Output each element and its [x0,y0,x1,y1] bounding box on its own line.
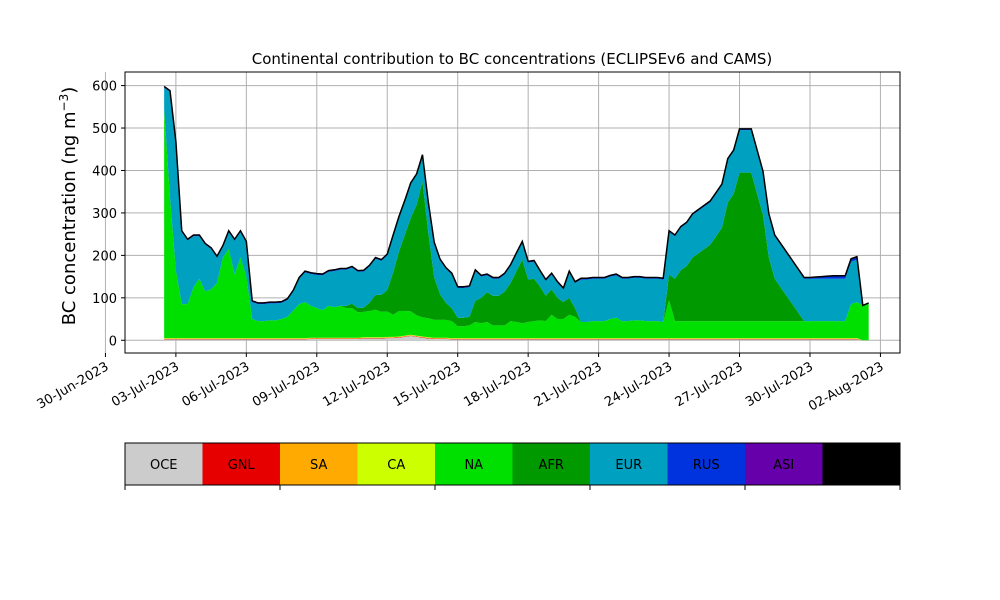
x-tick-label: 03-Jul-2023 [109,359,182,410]
y-axis-label: BC concentration (ng m−3) [57,87,80,326]
legend-label-sa: SA [310,458,327,473]
y-tick-label: 100 [92,292,117,307]
legend-label-afr: AFR [539,458,564,473]
total-line [163,85,869,307]
x-tick-label: 30-Jul-2023 [743,359,816,410]
area-eur [164,87,869,323]
legend-colorbar: OCE GNL SA CA NA AFR EUR RUS ASI AUS [124,442,901,490]
legend-swatch-eur [590,443,668,485]
x-axis: 30-Jun-202303-Jul-202306-Jul-202309-Jul-… [35,353,886,415]
x-tick-label: 30-Jun-2023 [35,359,112,412]
legend-label-aus: AUS [848,458,875,473]
area-oce [164,336,869,341]
x-tick-label: 18-Jul-2023 [461,359,534,410]
legend-label-asi: ASI [773,458,794,473]
legend-swatch-oce [125,443,203,485]
legend-swatch-gnl [202,443,280,485]
y-axis: 0 100 200 300 400 500 600 [92,80,125,349]
x-tick-label: 15-Jul-2023 [391,359,464,410]
legend-swatch-na [435,443,513,485]
chart-title: Continental contribution to BC concentra… [252,50,773,68]
legend-swatch-ca [357,443,435,485]
x-tick-label: 27-Jul-2023 [673,359,746,410]
legend-swatch-rus [667,443,745,485]
x-tick-label: 02-Aug-2023 [806,359,886,414]
y-axis-label-sup: −3 [57,94,71,112]
x-tick-label: 09-Jul-2023 [250,359,323,410]
area-na [164,108,869,341]
legend-swatch-aus [822,443,900,485]
y-tick-label: 400 [92,164,117,179]
x-tick-label: 06-Jul-2023 [180,359,253,410]
legend-label-ca: CA [387,458,405,473]
area-afr [164,108,869,327]
legend-swatch-sa [280,443,358,485]
stacked-areas [163,85,869,341]
area-gnl [164,335,869,341]
y-axis-label-main: BC concentration (ng m [59,111,80,325]
legend-frame [124,442,901,486]
x-tick-label: 12-Jul-2023 [320,359,393,410]
legend-label-oce: OCE [150,458,178,473]
y-tick-label: 600 [92,80,117,95]
x-tick-label: 24-Jul-2023 [602,359,675,410]
x-tick-label: 21-Jul-2023 [532,359,605,410]
legend-label-gnl: GNL [228,458,256,473]
legend-swatch-asi [745,443,823,485]
legend-swatch-afr [512,443,590,485]
legend-label-rus: RUS [693,458,720,473]
area-sa [164,335,869,341]
legend-label-na: NA [464,458,483,473]
y-tick-label: 200 [92,249,117,264]
legend-label-eur: EUR [615,458,642,473]
y-tick-label: 500 [92,122,117,137]
y-axis-label-close: ) [59,87,80,94]
y-tick-label: 0 [109,334,117,349]
y-tick-label: 300 [92,207,117,222]
